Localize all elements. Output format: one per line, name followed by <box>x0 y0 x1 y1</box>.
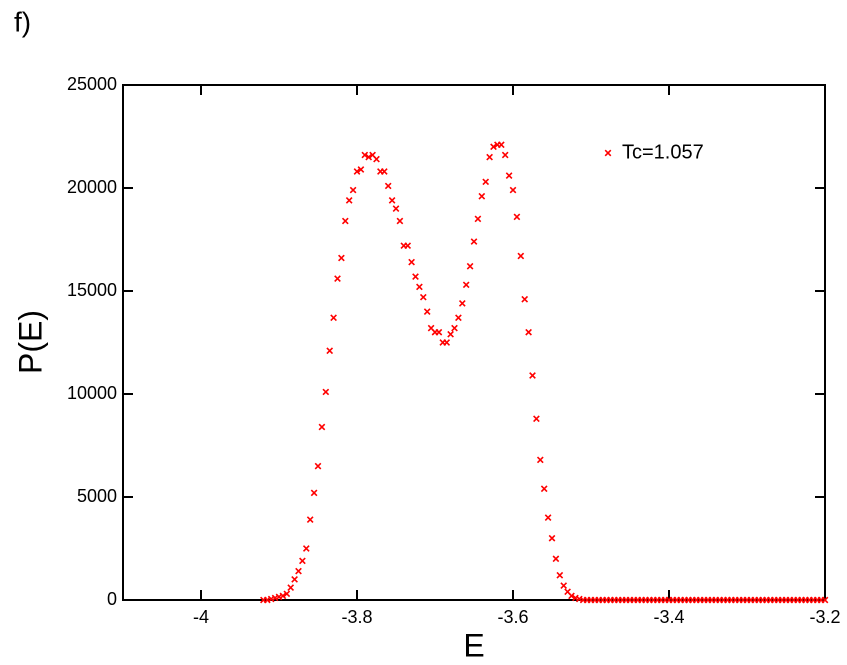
marker <box>365 153 373 161</box>
marker <box>287 584 295 592</box>
marker <box>310 489 318 497</box>
marker <box>380 168 388 175</box>
marker <box>334 275 341 283</box>
marker <box>478 192 486 200</box>
marker <box>455 314 462 322</box>
marker <box>529 372 536 379</box>
marker <box>560 582 568 589</box>
x-tick-label: -3.2 <box>809 607 840 627</box>
marker <box>338 254 345 262</box>
marker <box>349 186 357 194</box>
marker <box>392 205 400 212</box>
marker <box>525 328 532 336</box>
marker <box>536 456 544 464</box>
y-tick-label: 0 <box>107 589 117 609</box>
marker <box>470 238 478 245</box>
x-tick-label: -3.4 <box>653 607 684 627</box>
y-axis-label: P(E) <box>12 310 48 374</box>
marker <box>458 299 466 307</box>
marker <box>474 215 482 223</box>
marker <box>341 217 349 225</box>
marker <box>412 273 419 280</box>
marker <box>556 571 564 579</box>
panel-label: f) <box>14 6 31 37</box>
marker <box>505 172 513 180</box>
marker <box>513 213 521 221</box>
y-tick-label: 10000 <box>67 383 117 403</box>
x-tick-label: -4 <box>193 607 209 627</box>
marker <box>314 462 322 470</box>
marker <box>299 557 306 565</box>
marker <box>283 590 291 598</box>
marker <box>306 516 314 524</box>
marker <box>443 339 451 346</box>
legend-label: Tc=1.057 <box>622 141 704 163</box>
marker <box>490 143 497 151</box>
marker <box>517 252 525 260</box>
marker <box>396 217 404 225</box>
marker <box>404 242 412 250</box>
x-tick-label: -3.6 <box>497 607 528 627</box>
marker <box>540 485 548 493</box>
marker <box>357 166 365 173</box>
marker <box>408 258 415 266</box>
y-tick-label: 15000 <box>67 280 117 300</box>
marker <box>353 168 361 175</box>
marker <box>302 545 310 552</box>
marker <box>416 283 423 291</box>
marker <box>291 576 298 583</box>
marker <box>423 308 431 315</box>
marker <box>435 328 443 336</box>
marker <box>466 262 474 270</box>
marker <box>345 196 353 204</box>
marker <box>533 415 540 423</box>
plot-frame <box>122 84 826 601</box>
marker <box>373 155 380 163</box>
marker <box>544 514 552 521</box>
marker <box>322 388 330 396</box>
marker <box>279 592 287 600</box>
marker <box>326 347 334 355</box>
marker <box>451 324 458 332</box>
marker <box>497 141 505 149</box>
marker <box>447 330 454 338</box>
marker <box>462 281 470 289</box>
marker <box>330 314 337 322</box>
marker <box>419 293 427 301</box>
marker <box>482 178 490 186</box>
x-tick-label: -3.8 <box>341 607 372 627</box>
y-tick-label: 20000 <box>67 177 117 197</box>
marker <box>501 151 509 159</box>
marker <box>388 196 396 204</box>
y-tick-label: 5000 <box>77 486 117 506</box>
marker <box>521 295 529 303</box>
marker <box>361 151 369 159</box>
marker <box>384 182 392 190</box>
marker <box>318 423 326 431</box>
marker <box>548 534 556 542</box>
marker <box>509 186 517 194</box>
marker <box>295 567 302 575</box>
marker <box>552 555 560 563</box>
marker <box>568 592 575 600</box>
marker <box>486 153 493 161</box>
x-axis-label: E <box>463 627 484 663</box>
marker <box>821 596 829 604</box>
y-tick-label: 25000 <box>67 74 117 94</box>
legend-marker <box>604 149 612 157</box>
